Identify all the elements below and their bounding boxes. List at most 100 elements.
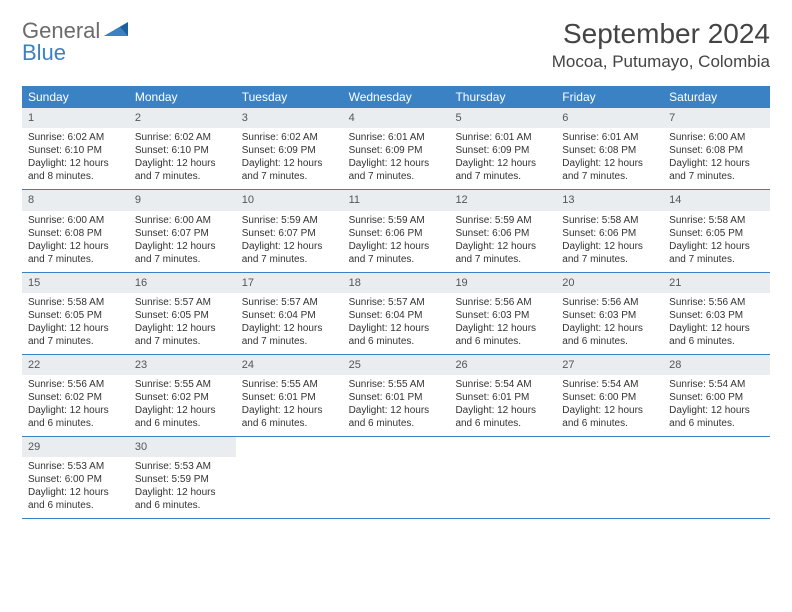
day-cell-empty bbox=[663, 437, 770, 518]
day-cell: 1Sunrise: 6:02 AMSunset: 6:10 PMDaylight… bbox=[22, 108, 129, 189]
day-body: Sunrise: 6:00 AMSunset: 6:07 PMDaylight:… bbox=[129, 211, 236, 272]
sunset-text: Sunset: 6:05 PM bbox=[28, 309, 123, 322]
week-row: 8Sunrise: 6:00 AMSunset: 6:08 PMDaylight… bbox=[22, 190, 770, 272]
sunrise-text: Sunrise: 5:54 AM bbox=[669, 378, 764, 391]
daylight-text-1: Daylight: 12 hours bbox=[28, 157, 123, 170]
daylight-text-1: Daylight: 12 hours bbox=[242, 404, 337, 417]
sunset-text: Sunset: 6:10 PM bbox=[28, 144, 123, 157]
day-number: 24 bbox=[236, 355, 343, 375]
day-number: 12 bbox=[449, 190, 556, 210]
day-number: 29 bbox=[22, 437, 129, 457]
calendar: SundayMondayTuesdayWednesdayThursdayFrid… bbox=[22, 86, 770, 519]
daylight-text-2: and 6 minutes. bbox=[669, 417, 764, 430]
daylight-text-1: Daylight: 12 hours bbox=[28, 486, 123, 499]
day-cell-empty bbox=[236, 437, 343, 518]
day-body: Sunrise: 6:01 AMSunset: 6:09 PMDaylight:… bbox=[449, 128, 556, 189]
day-cell-empty bbox=[343, 437, 450, 518]
logo-blue-row: Blue bbox=[22, 40, 66, 66]
sunrise-text: Sunrise: 5:53 AM bbox=[135, 460, 230, 473]
sunrise-text: Sunrise: 5:59 AM bbox=[455, 214, 550, 227]
daylight-text-2: and 7 minutes. bbox=[455, 170, 550, 183]
week-row: 22Sunrise: 5:56 AMSunset: 6:02 PMDayligh… bbox=[22, 355, 770, 437]
day-body: Sunrise: 5:59 AMSunset: 6:07 PMDaylight:… bbox=[236, 211, 343, 272]
sunset-text: Sunset: 6:03 PM bbox=[455, 309, 550, 322]
day-body: Sunrise: 5:53 AMSunset: 6:00 PMDaylight:… bbox=[22, 457, 129, 518]
sunrise-text: Sunrise: 5:59 AM bbox=[349, 214, 444, 227]
day-cell: 13Sunrise: 5:58 AMSunset: 6:06 PMDayligh… bbox=[556, 190, 663, 271]
day-cell: 8Sunrise: 6:00 AMSunset: 6:08 PMDaylight… bbox=[22, 190, 129, 271]
day-body: Sunrise: 5:56 AMSunset: 6:02 PMDaylight:… bbox=[22, 375, 129, 436]
sunrise-text: Sunrise: 5:56 AM bbox=[28, 378, 123, 391]
sunset-text: Sunset: 6:01 PM bbox=[349, 391, 444, 404]
daylight-text-2: and 7 minutes. bbox=[669, 253, 764, 266]
daylight-text-2: and 7 minutes. bbox=[455, 253, 550, 266]
daylight-text-2: and 7 minutes. bbox=[242, 170, 337, 183]
day-cell: 20Sunrise: 5:56 AMSunset: 6:03 PMDayligh… bbox=[556, 273, 663, 354]
day-body: Sunrise: 6:02 AMSunset: 6:09 PMDaylight:… bbox=[236, 128, 343, 189]
sunrise-text: Sunrise: 6:00 AM bbox=[135, 214, 230, 227]
sunrise-text: Sunrise: 5:58 AM bbox=[28, 296, 123, 309]
daylight-text-1: Daylight: 12 hours bbox=[28, 404, 123, 417]
daylight-text-2: and 6 minutes. bbox=[135, 417, 230, 430]
daylight-text-2: and 6 minutes. bbox=[562, 335, 657, 348]
sunset-text: Sunset: 6:09 PM bbox=[349, 144, 444, 157]
daylight-text-1: Daylight: 12 hours bbox=[455, 157, 550, 170]
dow-row: SundayMondayTuesdayWednesdayThursdayFrid… bbox=[22, 86, 770, 108]
day-body: Sunrise: 5:53 AMSunset: 5:59 PMDaylight:… bbox=[129, 457, 236, 518]
daylight-text-1: Daylight: 12 hours bbox=[349, 240, 444, 253]
daylight-text-1: Daylight: 12 hours bbox=[455, 404, 550, 417]
daylight-text-2: and 7 minutes. bbox=[242, 253, 337, 266]
sunset-text: Sunset: 6:08 PM bbox=[28, 227, 123, 240]
daylight-text-1: Daylight: 12 hours bbox=[669, 157, 764, 170]
day-cell: 18Sunrise: 5:57 AMSunset: 6:04 PMDayligh… bbox=[343, 273, 450, 354]
day-number: 22 bbox=[22, 355, 129, 375]
day-body: Sunrise: 5:57 AMSunset: 6:05 PMDaylight:… bbox=[129, 293, 236, 354]
daylight-text-1: Daylight: 12 hours bbox=[28, 322, 123, 335]
day-cell: 9Sunrise: 6:00 AMSunset: 6:07 PMDaylight… bbox=[129, 190, 236, 271]
sunset-text: Sunset: 6:09 PM bbox=[455, 144, 550, 157]
day-number: 13 bbox=[556, 190, 663, 210]
header: General September 2024 Mocoa, Putumayo, … bbox=[22, 18, 770, 72]
day-cell: 27Sunrise: 5:54 AMSunset: 6:00 PMDayligh… bbox=[556, 355, 663, 436]
day-number: 11 bbox=[343, 190, 450, 210]
sunset-text: Sunset: 6:05 PM bbox=[669, 227, 764, 240]
daylight-text-1: Daylight: 12 hours bbox=[242, 240, 337, 253]
sunrise-text: Sunrise: 5:56 AM bbox=[669, 296, 764, 309]
daylight-text-2: and 7 minutes. bbox=[562, 253, 657, 266]
day-number: 26 bbox=[449, 355, 556, 375]
day-body: Sunrise: 6:01 AMSunset: 6:08 PMDaylight:… bbox=[556, 128, 663, 189]
daylight-text-2: and 7 minutes. bbox=[28, 253, 123, 266]
day-body: Sunrise: 6:01 AMSunset: 6:09 PMDaylight:… bbox=[343, 128, 450, 189]
day-number: 27 bbox=[556, 355, 663, 375]
sunset-text: Sunset: 6:07 PM bbox=[242, 227, 337, 240]
dow-cell: Thursday bbox=[449, 86, 556, 108]
day-number: 16 bbox=[129, 273, 236, 293]
daylight-text-2: and 7 minutes. bbox=[349, 253, 444, 266]
sunset-text: Sunset: 6:03 PM bbox=[669, 309, 764, 322]
sunset-text: Sunset: 6:02 PM bbox=[28, 391, 123, 404]
day-cell-empty bbox=[556, 437, 663, 518]
day-cell: 26Sunrise: 5:54 AMSunset: 6:01 PMDayligh… bbox=[449, 355, 556, 436]
day-body: Sunrise: 5:56 AMSunset: 6:03 PMDaylight:… bbox=[556, 293, 663, 354]
day-body: Sunrise: 5:57 AMSunset: 6:04 PMDaylight:… bbox=[236, 293, 343, 354]
day-body: Sunrise: 5:55 AMSunset: 6:01 PMDaylight:… bbox=[236, 375, 343, 436]
dow-cell: Friday bbox=[556, 86, 663, 108]
daylight-text-2: and 7 minutes. bbox=[562, 170, 657, 183]
sunset-text: Sunset: 6:00 PM bbox=[562, 391, 657, 404]
sunrise-text: Sunrise: 5:58 AM bbox=[562, 214, 657, 227]
daylight-text-1: Daylight: 12 hours bbox=[349, 157, 444, 170]
day-cell: 19Sunrise: 5:56 AMSunset: 6:03 PMDayligh… bbox=[449, 273, 556, 354]
daylight-text-2: and 6 minutes. bbox=[28, 499, 123, 512]
sunrise-text: Sunrise: 5:55 AM bbox=[242, 378, 337, 391]
sunrise-text: Sunrise: 6:01 AM bbox=[455, 131, 550, 144]
sunrise-text: Sunrise: 5:54 AM bbox=[562, 378, 657, 391]
day-number: 14 bbox=[663, 190, 770, 210]
day-cell: 28Sunrise: 5:54 AMSunset: 6:00 PMDayligh… bbox=[663, 355, 770, 436]
daylight-text-2: and 6 minutes. bbox=[28, 417, 123, 430]
day-cell: 2Sunrise: 6:02 AMSunset: 6:10 PMDaylight… bbox=[129, 108, 236, 189]
day-body: Sunrise: 5:54 AMSunset: 6:00 PMDaylight:… bbox=[556, 375, 663, 436]
day-number: 7 bbox=[663, 108, 770, 128]
day-body: Sunrise: 5:59 AMSunset: 6:06 PMDaylight:… bbox=[449, 211, 556, 272]
sunrise-text: Sunrise: 6:02 AM bbox=[242, 131, 337, 144]
day-cell: 29Sunrise: 5:53 AMSunset: 6:00 PMDayligh… bbox=[22, 437, 129, 518]
